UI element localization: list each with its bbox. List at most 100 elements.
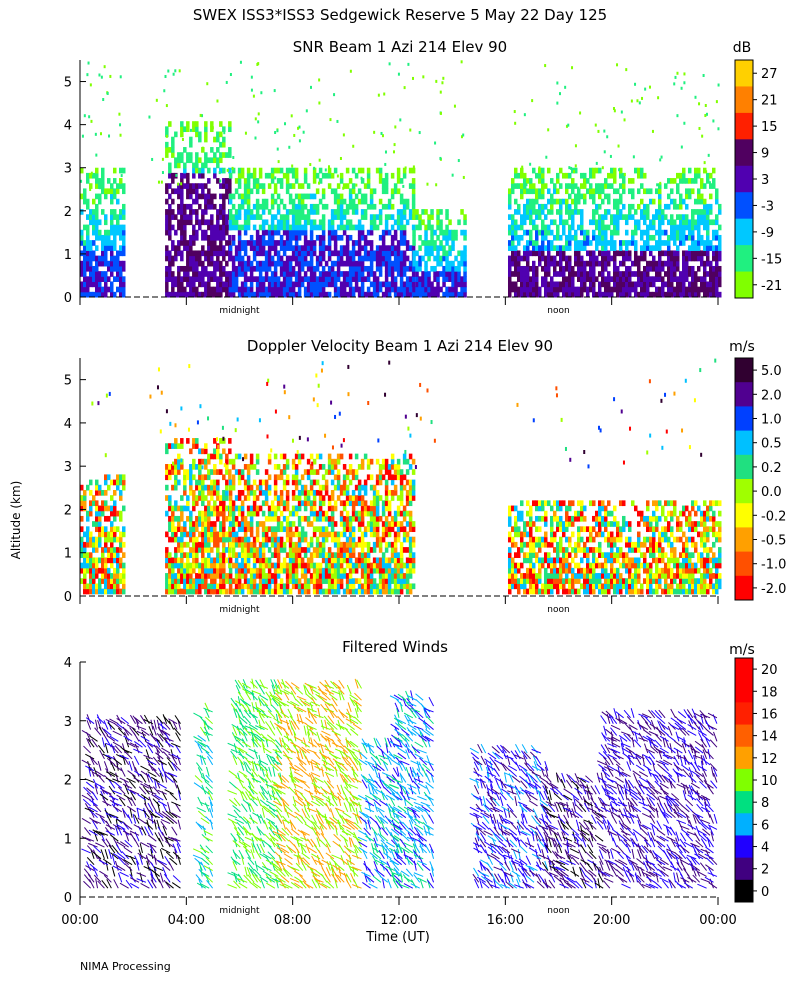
snr-cell <box>195 276 199 282</box>
snr-cell <box>636 281 641 288</box>
velocity-cell <box>201 573 205 579</box>
snr-cell <box>717 209 722 215</box>
velocity-cell <box>372 484 377 491</box>
velocity-cell <box>195 562 199 569</box>
snr-cell <box>363 234 368 241</box>
snr-cell <box>213 203 217 210</box>
snr-cell <box>312 271 317 277</box>
velocity-cell <box>192 521 196 527</box>
velocity-cell <box>270 552 275 558</box>
snr-cell <box>654 240 659 246</box>
velocity-cell <box>213 521 217 527</box>
snr-cell <box>186 260 190 267</box>
snr-cell <box>237 178 242 184</box>
snr-cell <box>442 255 446 262</box>
snr-cell <box>309 219 314 226</box>
snr-cell <box>573 245 578 251</box>
velocity-cell <box>300 588 305 595</box>
snr-cell <box>399 224 404 231</box>
snr-cell <box>693 172 698 179</box>
velocity-cell <box>246 474 251 481</box>
snr-cell <box>291 209 296 215</box>
snr-cell <box>522 250 527 257</box>
velocity-cell <box>89 567 93 574</box>
snr-cell <box>463 276 467 282</box>
snr-cell <box>95 255 99 262</box>
snr-cell <box>573 234 578 241</box>
snr-cell <box>681 198 686 205</box>
snr-cell <box>408 276 413 282</box>
snr-cell <box>378 172 383 179</box>
velocity-cell <box>267 505 272 512</box>
snr-cell <box>558 281 563 288</box>
velocity-cell <box>312 567 317 574</box>
snr-cell <box>95 183 99 189</box>
snr-cell <box>507 281 512 288</box>
velocity-cell <box>204 573 208 579</box>
snr-cell <box>252 167 257 174</box>
snr-cell <box>165 104 168 108</box>
velocity-cell <box>237 479 242 486</box>
velocity-cell <box>113 500 117 507</box>
velocity-cell <box>330 515 335 522</box>
snr-cell <box>618 172 623 179</box>
velocity-cell <box>288 567 293 574</box>
velocity-cell <box>327 562 332 569</box>
velocity-cell <box>324 489 329 496</box>
snr-cell <box>565 183 568 187</box>
snr-cell <box>627 209 632 215</box>
snr-cell <box>651 234 656 241</box>
snr-cell <box>186 240 190 246</box>
velocity-cell <box>113 489 117 496</box>
snr-cell <box>393 188 398 195</box>
snr-cell <box>448 219 452 226</box>
snr-cell <box>240 240 245 246</box>
velocity-cell <box>216 547 220 553</box>
snr-cell <box>378 255 383 262</box>
snr-cell <box>684 203 689 210</box>
velocity-cell <box>372 562 377 569</box>
velocity-cell <box>228 526 232 533</box>
snr-cell <box>237 234 242 241</box>
snr-cell <box>519 234 524 241</box>
snr-cell <box>228 291 233 298</box>
snr-cell <box>171 172 175 179</box>
velocity-cell <box>80 484 84 491</box>
velocity-cell <box>369 578 374 584</box>
velocity-cell <box>348 464 353 470</box>
snr-cell <box>207 188 211 195</box>
velocity-cell <box>113 583 117 590</box>
velocity-cell <box>83 531 87 538</box>
snr-cell <box>113 291 117 298</box>
snr-cell <box>528 209 533 215</box>
velocity-cell <box>264 557 269 564</box>
snr-cell <box>113 188 117 195</box>
snr-cell <box>171 141 175 148</box>
snr-cell <box>660 250 665 257</box>
velocity-cell <box>303 536 308 543</box>
velocity-cell <box>300 536 305 543</box>
velocity-cell <box>165 547 169 553</box>
snr-cell <box>708 260 713 267</box>
velocity-cell <box>249 489 254 496</box>
snr-cell <box>204 136 208 143</box>
velocity-cell <box>104 573 108 579</box>
snr-cell <box>345 281 350 288</box>
velocity-cell <box>222 541 226 548</box>
snr-cell <box>101 188 105 195</box>
snr-cell <box>86 281 90 288</box>
velocity-cell <box>261 541 266 548</box>
snr-cell <box>285 234 290 241</box>
snr-cell <box>279 245 284 251</box>
snr-cell <box>654 188 659 195</box>
snr-cell <box>282 276 287 282</box>
snr-cell <box>384 250 389 257</box>
snr-cell <box>207 240 211 246</box>
snr-cell <box>537 255 542 262</box>
snr-cell <box>543 224 548 231</box>
velocity-cell <box>261 521 266 527</box>
velocity-cell <box>201 531 205 538</box>
snr-cell <box>321 250 326 257</box>
velocity-cell <box>183 505 187 512</box>
snr-cell <box>384 224 389 231</box>
